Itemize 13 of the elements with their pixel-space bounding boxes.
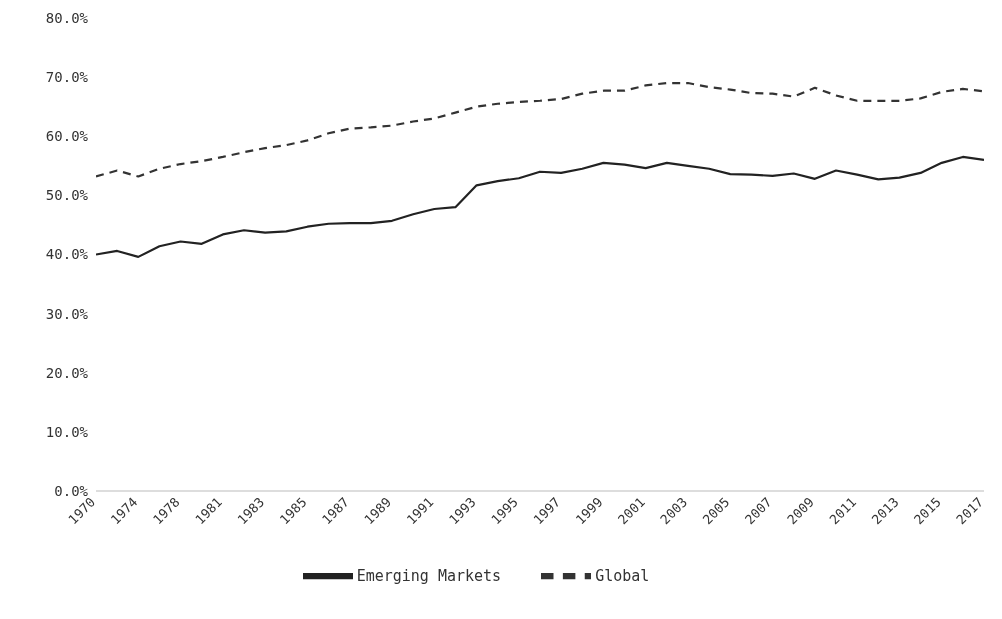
y-tick-label: 10.0% bbox=[45, 423, 89, 440]
y-tick-label: 40.0% bbox=[45, 246, 89, 263]
line-series bbox=[96, 155, 984, 258]
legend-label: Global bbox=[595, 566, 650, 585]
legend-label: Emerging Markets bbox=[356, 566, 502, 585]
y-tick-label: 20.0% bbox=[45, 364, 89, 381]
y-tick-label: 60.0% bbox=[45, 128, 89, 145]
line-series bbox=[96, 81, 984, 178]
y-tick-label: 80.0% bbox=[45, 9, 89, 26]
y-tick-label: 30.0% bbox=[45, 305, 89, 322]
y-tick-label: 50.0% bbox=[45, 187, 89, 204]
y-tick-label: 70.0% bbox=[45, 69, 89, 86]
y-tick-label: 0.0% bbox=[54, 482, 89, 499]
